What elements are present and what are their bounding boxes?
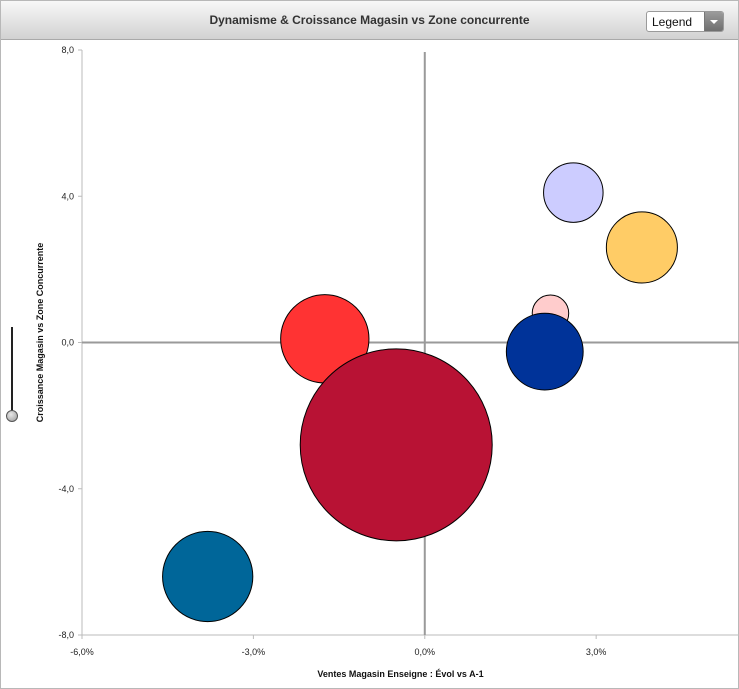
zoom-slider[interactable] [1,323,23,423]
bubble-2[interactable] [605,211,678,284]
y-tick-label-2: 4,0 [61,191,74,201]
x-tick-label-3: 0,0% [415,647,436,657]
title-bar: Dynamisme & Croissance Magasin vs Zone c… [1,1,738,40]
y-axis-label: Croissance Magasin vs Zone Concurrente [35,243,45,423]
chevron-down-icon[interactable] [704,12,723,31]
y-tick-label-1: 8,0 [61,45,74,55]
chart-title: Dynamisme & Croissance Magasin vs Zone c… [209,13,530,27]
legend-dropdown-label: Legend [652,15,693,29]
x-tick-label-1: -6,0% [70,647,94,657]
legend-dropdown[interactable]: Legend [646,11,724,32]
x-axis-label: Ventes Magasin Enseigne : Évol vs A-1 [317,669,483,679]
bubble-6[interactable] [299,348,493,542]
quadrant-lines [82,52,739,635]
x-tick-label-4: 3,0% [586,647,607,657]
bubbles [162,162,678,623]
y-tick-label-4: -4,0 [58,484,74,494]
x-ticks: -6,0% -3,0% 0,0% 3,0% [70,635,606,657]
bubble-1[interactable] [543,162,604,223]
zoom-slider-track[interactable] [11,327,13,411]
x-tick-label-2: -3,0% [242,647,266,657]
zoom-slider-handle[interactable] [6,410,18,422]
bubble-7[interactable] [162,530,254,623]
y-tick-label-3: 0,0 [61,338,74,348]
y-tick-label-5: -8,0 [58,630,74,640]
bubble-5[interactable] [505,312,584,391]
y-ticks: 8,0 4,0 0,0 -4,0 -8,0 [58,45,82,640]
